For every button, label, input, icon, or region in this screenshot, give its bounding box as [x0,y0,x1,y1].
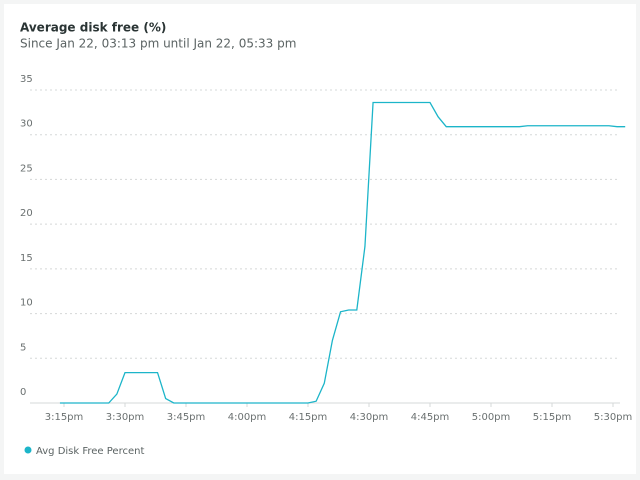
x-tick-label: 4:30pm [350,412,389,423]
legend-swatch [24,446,32,454]
y-tick-label: 30 [20,119,33,130]
x-tick-label: 5:00pm [472,412,511,423]
y-tick-label: 5 [20,342,26,353]
line [59,101,626,404]
chart-subtitle: Since Jan 22, 03:13 pm until Jan 22, 05:… [20,37,296,51]
x-tick-label: 4:00pm [228,412,267,423]
y-tick-label: 35 [20,74,33,85]
y-tick-label: 10 [20,298,33,309]
y-tick-label: 0 [20,387,26,398]
x-tick-label: 3:30pm [106,412,145,423]
y-tick-label: 25 [20,163,33,174]
x-tick-label: 3:15pm [45,412,84,423]
y-tick-label: 20 [20,208,33,219]
x-tick-label: 3:45pm [167,412,206,423]
x-tick-label: 5:30pm [594,412,633,423]
chart-title: Average disk free (%) [20,21,166,35]
x-tick-label: 5:15pm [533,412,572,423]
card [4,4,636,474]
x-tick-label: 4:45pm [411,412,450,423]
x-tick-label: 4:15pm [289,412,328,423]
legend-label: Avg Disk Free Percent [36,446,144,457]
y-tick-label: 15 [20,253,33,264]
